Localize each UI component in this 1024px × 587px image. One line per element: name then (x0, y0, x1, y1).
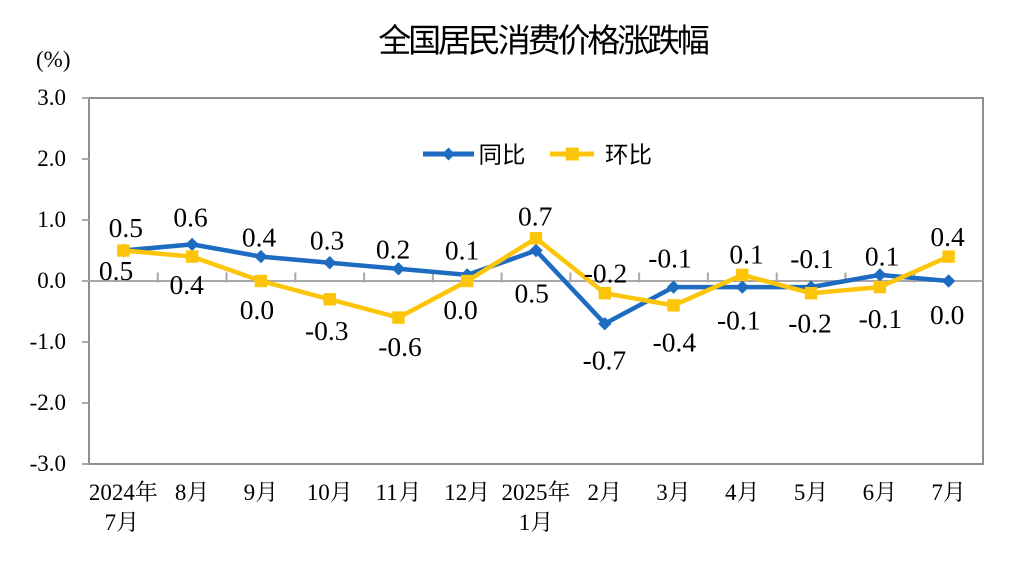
svg-text:-0.3: -0.3 (305, 315, 349, 346)
svg-text:0.1: 0.1 (865, 241, 899, 272)
svg-text:-0.1: -0.1 (648, 243, 692, 274)
svg-text:1.0: 1.0 (37, 207, 66, 232)
svg-text:0.7: 0.7 (518, 201, 552, 232)
svg-text:11: 11 (375, 480, 397, 505)
svg-text:-0.1: -0.1 (717, 305, 761, 336)
svg-text:0.5: 0.5 (515, 278, 549, 309)
svg-text:2: 2 (588, 480, 600, 505)
svg-text:1: 1 (519, 510, 531, 535)
svg-text:2.0: 2.0 (37, 146, 66, 171)
svg-text:(%): (%) (36, 47, 70, 72)
svg-text:-0.6: -0.6 (378, 331, 422, 362)
svg-text:7: 7 (105, 510, 117, 535)
svg-text:3.0: 3.0 (37, 85, 66, 110)
svg-text:0.0: 0.0 (443, 294, 477, 325)
svg-text:4: 4 (725, 480, 737, 505)
svg-text:8: 8 (175, 480, 187, 505)
svg-text:-2.0: -2.0 (30, 390, 66, 415)
svg-text:-0.1: -0.1 (859, 303, 903, 334)
svg-text:0.5: 0.5 (109, 212, 143, 243)
svg-text:0.4: 0.4 (930, 221, 965, 252)
svg-text:5: 5 (794, 480, 806, 505)
svg-text:0.4: 0.4 (170, 269, 205, 300)
svg-text:6: 6 (863, 480, 875, 505)
svg-text:0.1: 0.1 (729, 239, 763, 270)
svg-text:0.3: 0.3 (310, 225, 344, 256)
svg-text:-0.7: -0.7 (583, 345, 627, 376)
svg-text:7: 7 (931, 480, 943, 505)
svg-text:-3.0: -3.0 (30, 451, 66, 476)
svg-text:0.0: 0.0 (37, 268, 66, 293)
svg-text:-0.2: -0.2 (584, 258, 628, 289)
svg-text:2025: 2025 (502, 480, 548, 505)
svg-text:-0.4: -0.4 (653, 327, 697, 358)
svg-text:0.0: 0.0 (930, 299, 964, 330)
svg-text:0.1: 0.1 (445, 235, 479, 266)
svg-text:-0.2: -0.2 (788, 308, 832, 339)
svg-text:0.4: 0.4 (242, 222, 277, 253)
svg-text:0.0: 0.0 (240, 294, 274, 325)
svg-text:9: 9 (244, 480, 256, 505)
svg-text:2024: 2024 (89, 480, 136, 505)
svg-text:-0.1: -0.1 (790, 243, 834, 274)
svg-text:0.5: 0.5 (99, 255, 133, 286)
svg-text:0.2: 0.2 (376, 234, 410, 265)
svg-text:10: 10 (307, 480, 330, 505)
svg-text:-1.0: -1.0 (30, 329, 66, 354)
svg-text:0.6: 0.6 (173, 202, 207, 233)
svg-text:3: 3 (656, 480, 668, 505)
svg-text:12: 12 (444, 480, 467, 505)
